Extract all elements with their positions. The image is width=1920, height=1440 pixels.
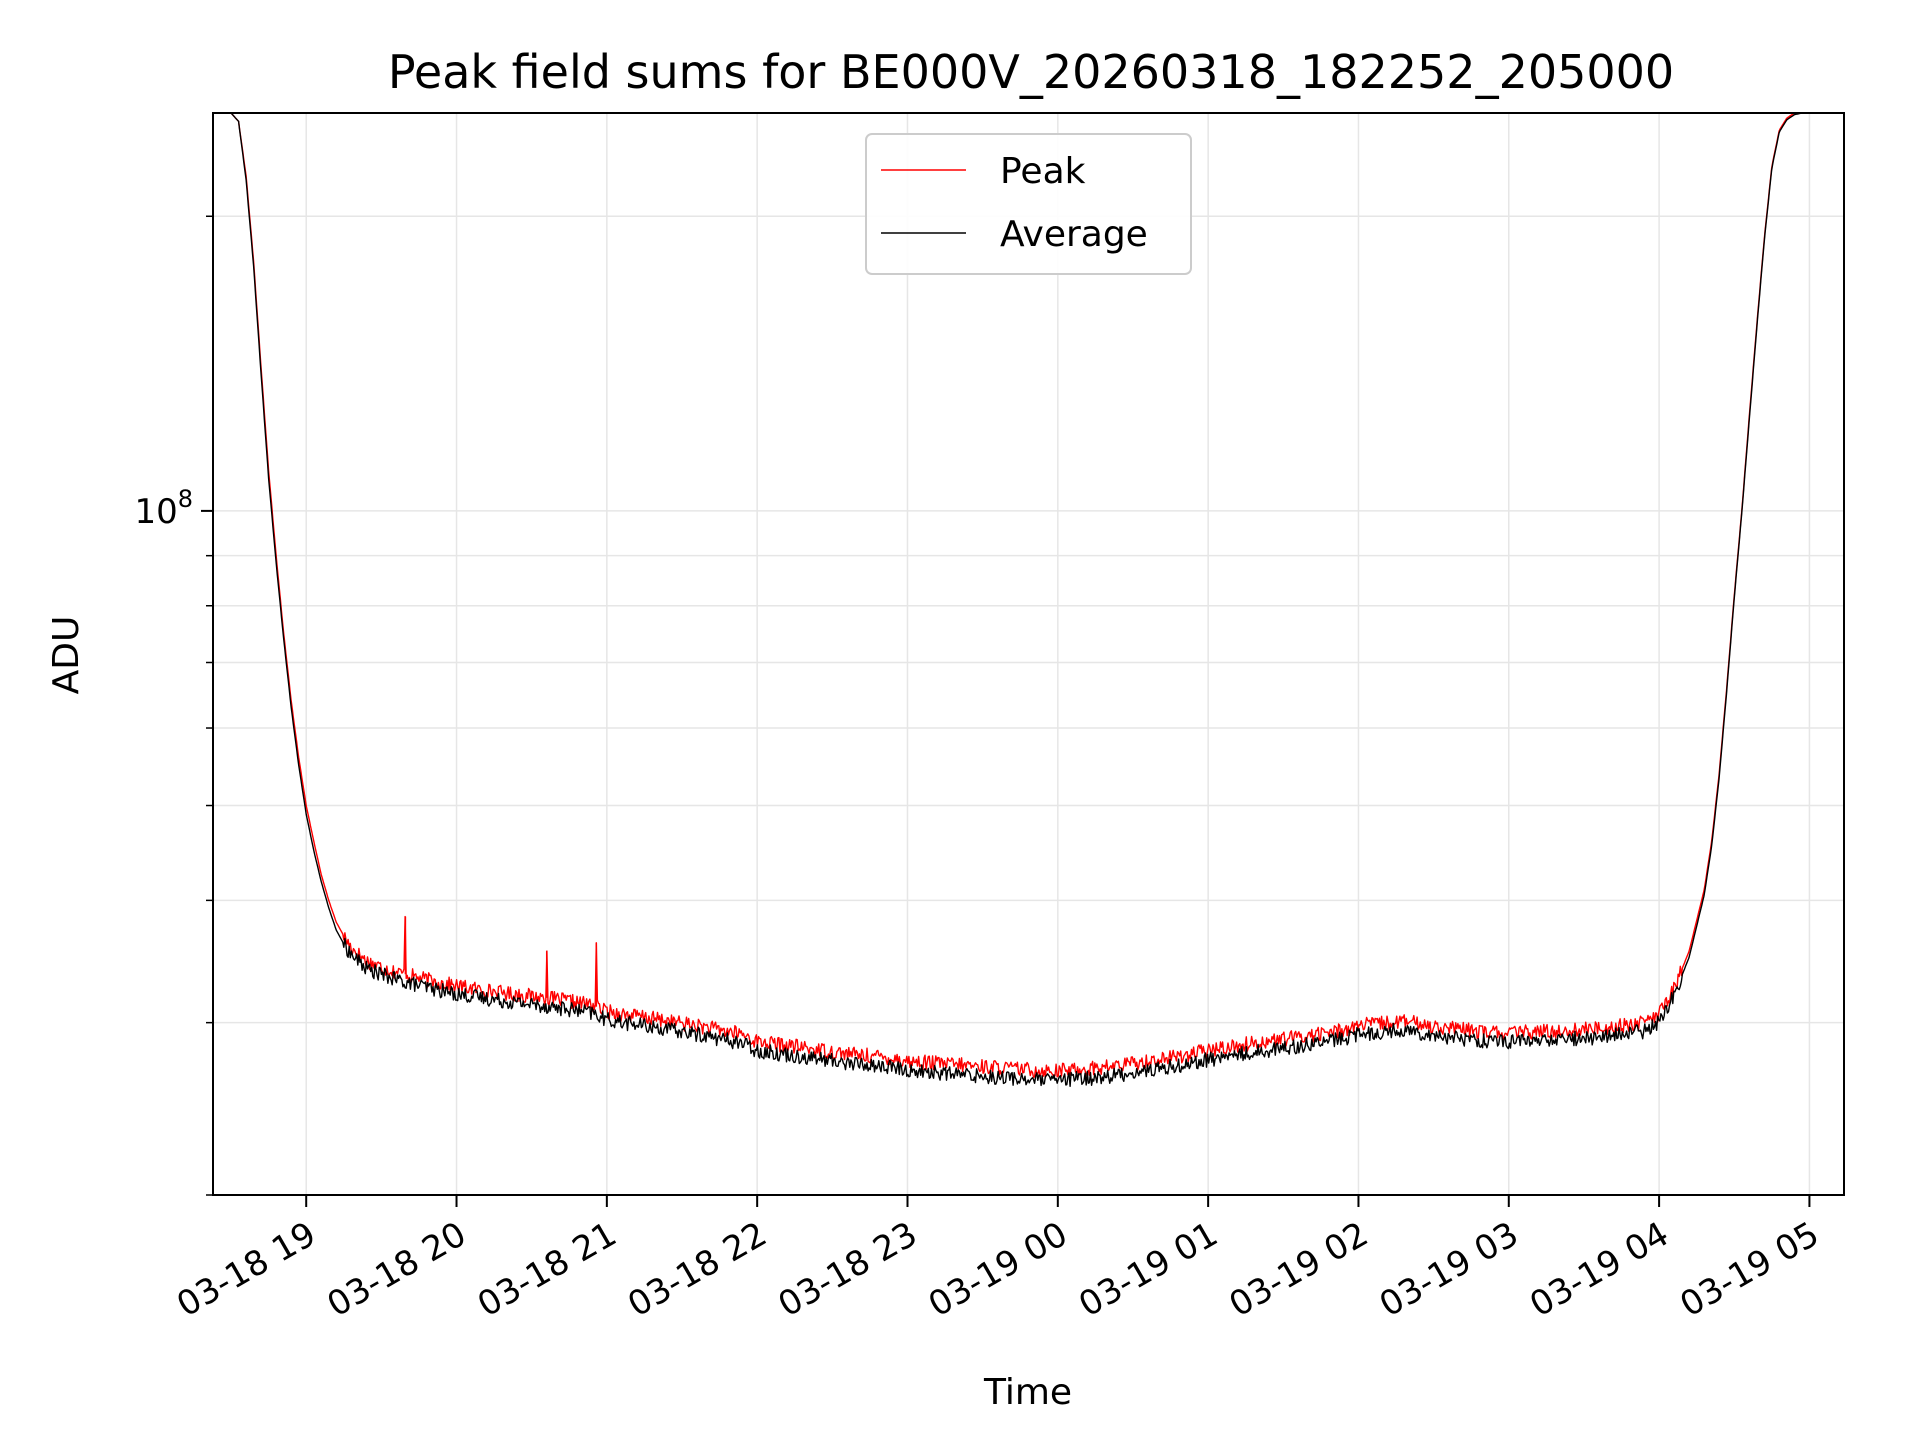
legend-label-peak: Peak (1000, 151, 1086, 192)
y-axis-label: ADU (46, 616, 87, 695)
legend: Peak Average (865, 133, 1192, 275)
series-line-average (230, 112, 1843, 1088)
y-tick-label-base: 10 (134, 492, 177, 532)
y-tick-label-exponent: 8 (178, 485, 193, 513)
grid (213, 113, 1844, 1196)
plot-frame (212, 112, 1845, 1196)
series-layer (230, 112, 1843, 1088)
x-axis-label: Time (983, 1372, 1072, 1413)
legend-label-average: Average (1000, 214, 1148, 255)
legend-box (865, 133, 1192, 275)
y-axis: 108 (134, 215, 213, 1196)
chart-title: Peak field sums for BE000V_20260318_1822… (388, 45, 1674, 99)
y-tick-label: 108 (134, 485, 193, 532)
